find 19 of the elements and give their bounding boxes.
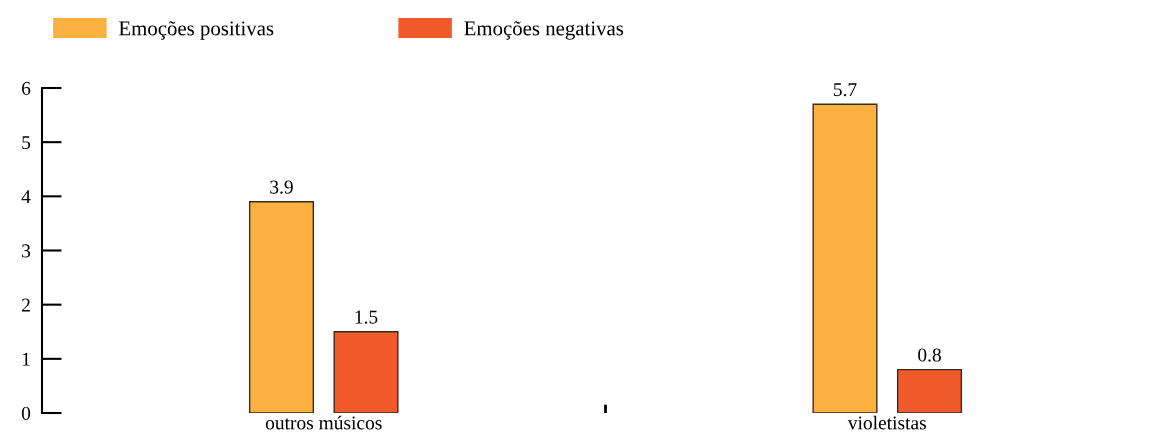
y-tick-label: 6 [22, 81, 31, 95]
y-tick-label: 5 [22, 136, 31, 150]
legend-label: Emoções negativas [464, 21, 624, 40]
bar [248, 201, 315, 413]
y-tick-label: 3 [22, 244, 31, 258]
data-label: 0.8 [918, 348, 941, 362]
data-label: 5.7 [833, 83, 857, 97]
x-tick-label: violetistas [847, 415, 926, 430]
x-tick-label: outros músicos [265, 415, 382, 430]
legend-label: Emoções positivas [119, 21, 274, 40]
y-tick-label: 2 [22, 298, 30, 312]
y-tick-label: 4 [21, 190, 31, 204]
data-label: 1.5 [355, 310, 378, 324]
bar [333, 331, 399, 413]
y-tick-label: 0 [21, 406, 31, 420]
bar [896, 368, 963, 413]
bar [812, 103, 878, 413]
y-tick-label: 1 [22, 352, 30, 366]
data-label: 3.9 [270, 180, 293, 194]
